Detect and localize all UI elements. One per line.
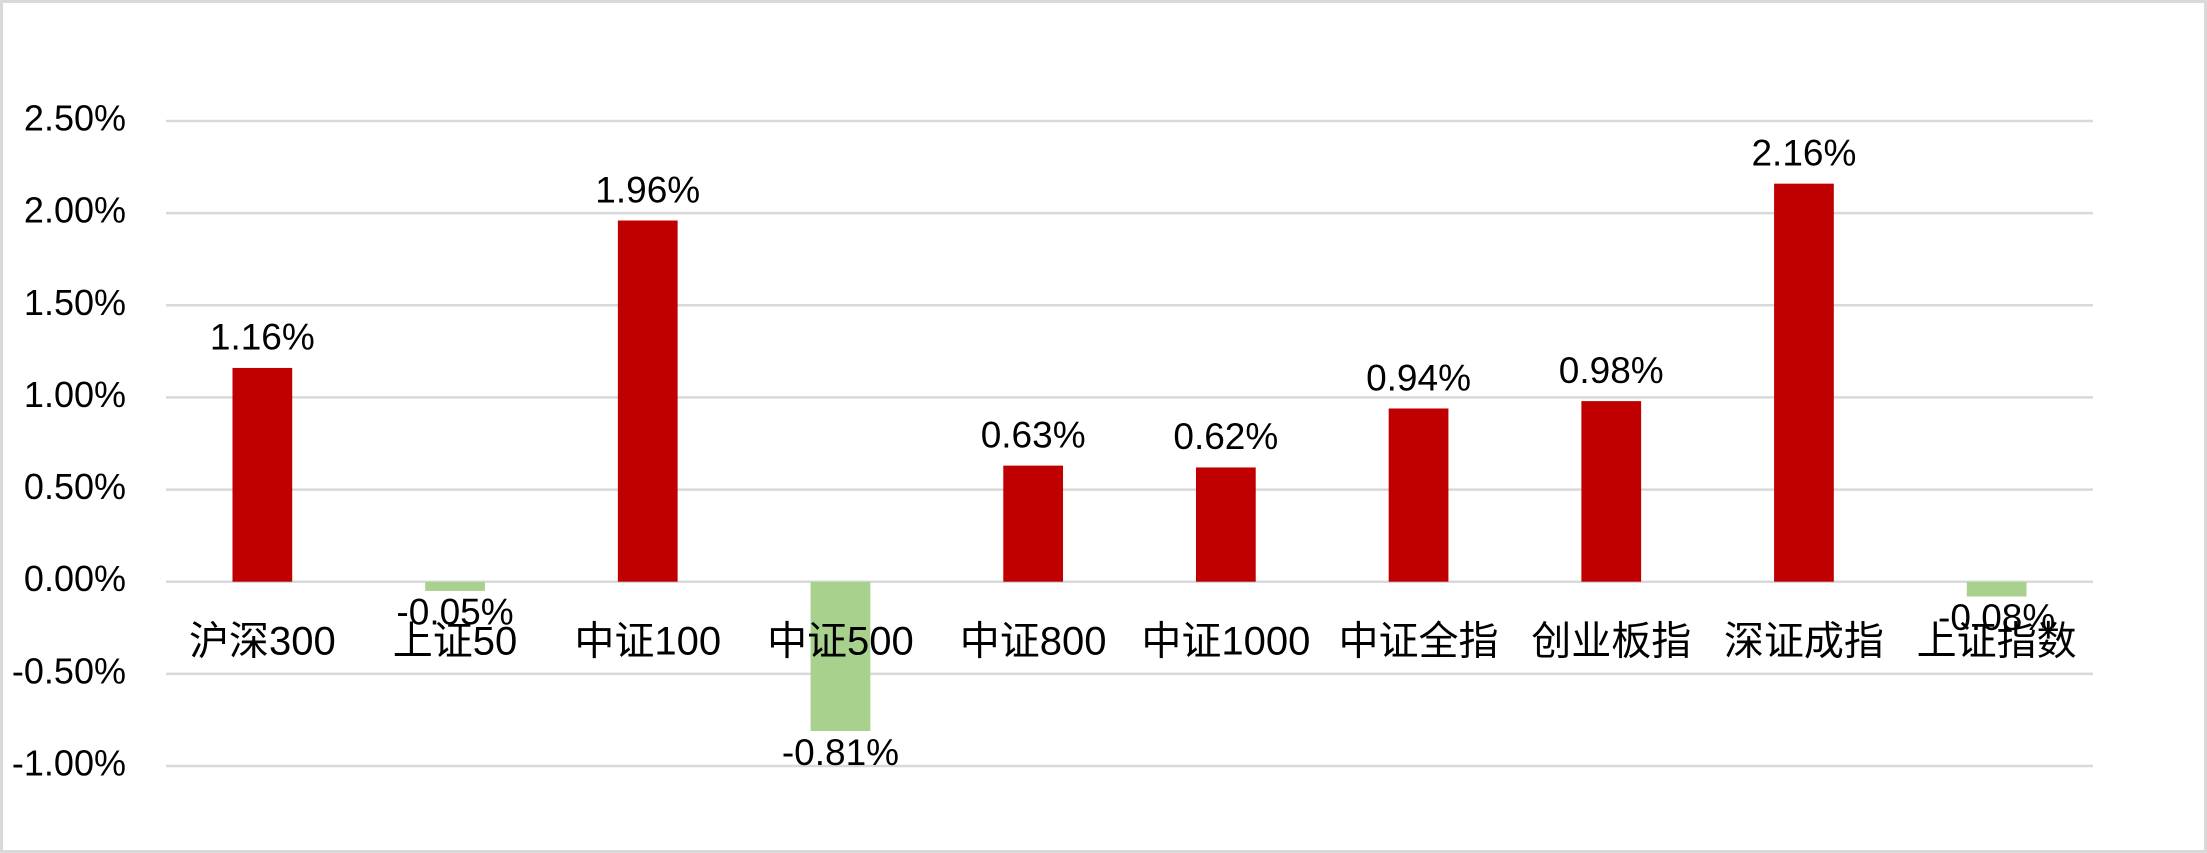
bar — [1966, 581, 2027, 597]
y-tick-label: -0.50% — [12, 650, 126, 691]
value-label: -0.81% — [782, 732, 899, 773]
value-label: 2.16% — [1751, 132, 1856, 173]
x-tick-label: 中证1000 — [1141, 619, 1310, 663]
y-tick-label: 0.00% — [24, 558, 126, 599]
bar — [1774, 183, 1834, 582]
bar — [1003, 465, 1064, 582]
value-label: 0.98% — [1559, 350, 1664, 391]
bar — [1581, 401, 1642, 582]
x-tick-label: 中证500 — [767, 619, 914, 663]
bar — [425, 581, 485, 591]
x-tick-label: 上证50 — [393, 619, 518, 663]
x-tick-label: 中证800 — [960, 619, 1107, 663]
bar — [232, 367, 293, 582]
bar — [810, 581, 871, 731]
value-label: 0.94% — [1366, 357, 1471, 398]
value-label: -0.05% — [396, 592, 513, 633]
y-tick-label: 1.50% — [24, 282, 126, 323]
bar — [617, 220, 678, 582]
x-tick-label: 深证成指 — [1724, 619, 1884, 663]
value-label: 0.62% — [1173, 416, 1278, 457]
y-tick-label: 2.00% — [24, 190, 126, 231]
value-label: 0.63% — [981, 414, 1086, 455]
value-label: 1.16% — [210, 317, 315, 358]
value-label: 1.96% — [595, 169, 700, 210]
bar — [1195, 467, 1256, 582]
bar — [1388, 408, 1449, 582]
y-tick-label: -1.00% — [12, 743, 126, 784]
x-tick-label: 上证指数 — [1917, 619, 2077, 663]
x-tick-label: 中证全指 — [1339, 619, 1499, 663]
x-tick-label: 创业板指 — [1531, 619, 1691, 663]
x-tick-label: 中证100 — [574, 619, 721, 663]
y-tick-label: 2.50% — [24, 98, 126, 139]
y-tick-label: 0.50% — [24, 466, 126, 507]
value-label: -0.08% — [1938, 597, 2055, 638]
y-tick-label: 1.00% — [24, 374, 126, 415]
x-tick-label: 沪深300 — [189, 619, 336, 663]
